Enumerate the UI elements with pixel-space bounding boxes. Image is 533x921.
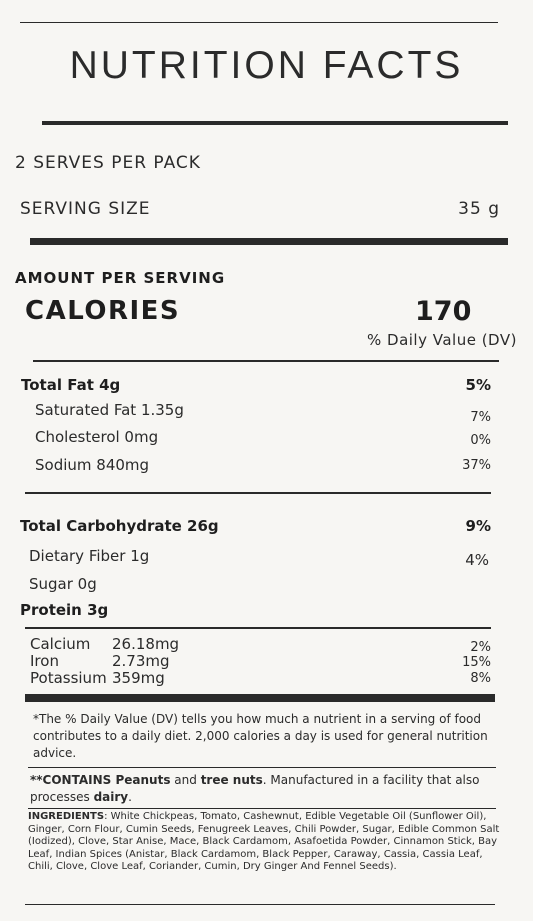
- allergen-end: .: [128, 790, 132, 804]
- serving-size-value: 35 g: [458, 199, 500, 219]
- footnote-rule: [28, 767, 496, 768]
- calories-label: CALORIES: [25, 296, 181, 326]
- title-thick-rule: [42, 121, 508, 125]
- ingredients-block: INGREDIENTS: White Chickpeas, Tomato, Ca…: [28, 811, 502, 874]
- calories-value: 170: [415, 296, 472, 327]
- allergen-statement: **CONTAINS Peanuts and tree nuts. Manufa…: [30, 772, 496, 806]
- bottom-rule: [25, 904, 495, 905]
- allergen-dairy: dairy: [93, 790, 129, 804]
- protein-label: Protein 3g: [20, 601, 109, 619]
- total-carbohydrate-dv: 9%: [465, 517, 491, 535]
- allergen-facility-text: . Manufactured in a facility that also p…: [30, 773, 480, 804]
- protein-rule: [25, 627, 491, 629]
- allergen-contains: **CONTAINS Peanuts: [30, 773, 171, 787]
- ingredients-label: INGREDIENTS: [28, 811, 105, 822]
- total-fat-label: Total Fat 4g: [21, 376, 121, 394]
- serves-per-pack: 2 SERVES PER PACK: [15, 153, 201, 173]
- total-carbohydrate-label: Total Carbohydrate 26g: [20, 517, 219, 535]
- sugar-label: Sugar 0g: [29, 575, 97, 593]
- mineral-amount-potassium: 359mg: [112, 669, 165, 687]
- mineral-name-calcium: Calcium: [30, 635, 91, 653]
- mineral-name-potassium: Potassium: [30, 669, 107, 687]
- ingredients-text: : White Chickpeas, Tomato, Cashewnut, Ed…: [28, 811, 500, 872]
- serving-size-label: SERVING SIZE: [20, 199, 151, 219]
- daily-value-header: % Daily Value (DV): [367, 331, 517, 349]
- top-rule: [20, 22, 498, 23]
- cholesterol-label: Cholesterol 0mg: [35, 428, 159, 446]
- serving-thick-rule: [30, 238, 508, 245]
- mineral-amount-calcium: 26.18mg: [112, 635, 180, 653]
- sodium-label: Sodium 840mg: [35, 456, 150, 474]
- allergen-rule: [28, 808, 496, 809]
- saturated-fat-label: Saturated Fat 1.35g: [35, 401, 184, 419]
- minerals-thick-rule: [25, 694, 495, 702]
- total-fat-dv: 5%: [465, 376, 491, 394]
- allergen-and: and: [170, 773, 201, 787]
- mineral-dv-potassium: 8%: [470, 671, 491, 686]
- label-title: NUTRITION FACTS: [69, 44, 464, 87]
- cholesterol-dv: 0%: [470, 433, 491, 448]
- amount-per-serving: AMOUNT PER SERVING: [15, 269, 226, 287]
- mineral-name-iron: Iron: [30, 652, 59, 670]
- daily-value-footnote: *The % Daily Value (DV) tells you how mu…: [33, 712, 488, 760]
- fat-section-rule: [25, 492, 491, 494]
- mineral-amount-iron: 2.73mg: [112, 652, 170, 670]
- saturated-fat-dv: 7%: [470, 410, 491, 425]
- sodium-dv: 37%: [462, 458, 491, 473]
- dietary-fiber-label: Dietary Fiber 1g: [29, 547, 150, 565]
- allergen-tree-nuts: tree nuts: [200, 773, 263, 787]
- mineral-dv-iron: 15%: [462, 655, 491, 670]
- mineral-dv-calcium: 2%: [470, 640, 491, 655]
- calories-rule: [33, 360, 499, 362]
- dietary-fiber-dv: 4%: [465, 551, 489, 569]
